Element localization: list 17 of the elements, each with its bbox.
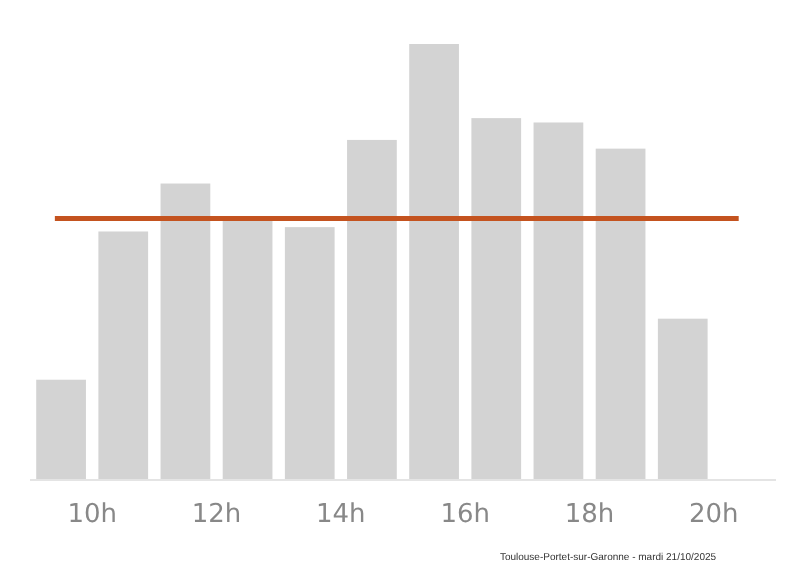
x-tick-label: 12h	[191, 500, 242, 530]
bar	[222, 218, 273, 480]
bar	[533, 122, 584, 480]
bar	[36, 379, 86, 480]
x-tick-label: 10h	[67, 500, 117, 530]
x-tick-label: 18h	[564, 500, 615, 530]
bar	[471, 118, 522, 480]
bar	[160, 183, 211, 480]
bar	[657, 318, 708, 480]
x-tick-label: 16h	[440, 500, 490, 530]
bar	[409, 44, 459, 480]
bar	[595, 148, 646, 480]
bar	[98, 231, 149, 480]
bar	[284, 227, 335, 480]
bar	[347, 139, 397, 480]
x-tick-label: 20h	[689, 500, 739, 530]
x-tick-label: 14h	[316, 500, 366, 530]
